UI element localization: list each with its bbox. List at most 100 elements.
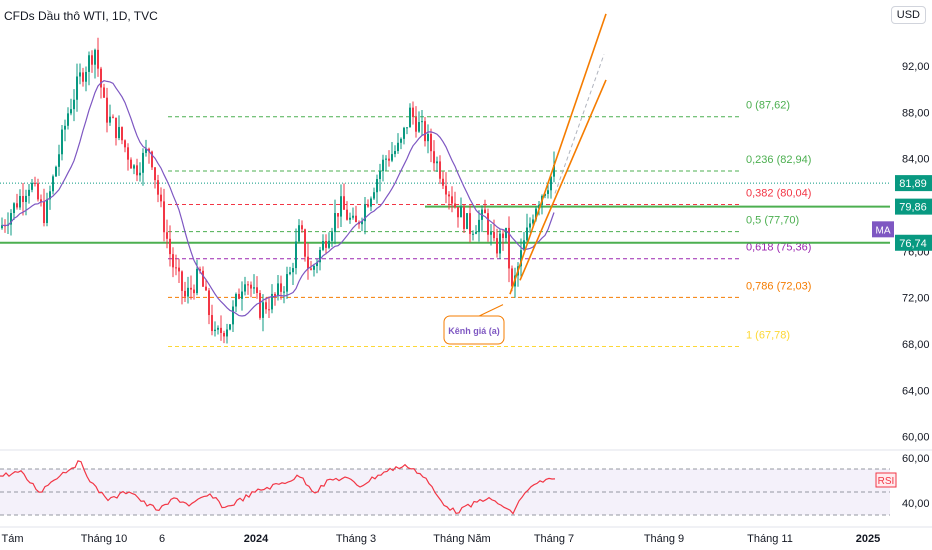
x-tick-label: g Tám	[0, 533, 23, 545]
candle-body	[532, 219, 534, 224]
annotation-box	[443, 315, 505, 345]
candle-body	[442, 178, 444, 186]
y-tick-label: 92,00	[902, 61, 930, 73]
price-badge-label: 81,89	[899, 178, 927, 190]
candle-body	[136, 165, 138, 176]
candle-body	[301, 225, 303, 230]
candle-body	[286, 274, 288, 292]
fib-label: 1 (67,78)	[746, 330, 790, 342]
price-badge	[895, 234, 932, 251]
candle-body	[265, 302, 267, 310]
candle-body	[448, 194, 450, 197]
candle-body	[490, 232, 492, 235]
candle-body	[376, 179, 378, 193]
candle-body	[394, 151, 396, 155]
channel-lower-line	[519, 79, 607, 281]
candle-body	[484, 209, 486, 214]
candle-body	[544, 193, 546, 196]
candle-body	[244, 284, 246, 292]
x-tick-label: Tháng 3	[336, 533, 376, 545]
candle-body	[430, 133, 432, 152]
candle-body	[502, 233, 504, 239]
candle-body	[475, 232, 477, 234]
candle-body	[400, 138, 402, 143]
ma-badge	[872, 221, 894, 238]
candle-body	[16, 203, 18, 208]
candle-body	[397, 142, 399, 152]
candle-body	[343, 196, 345, 210]
candle-body	[412, 107, 414, 118]
y-tick-label: 64,00	[902, 385, 930, 397]
candle-body	[466, 213, 468, 229]
candle-body	[193, 289, 195, 294]
candle-body	[76, 76, 78, 100]
price-badge	[895, 175, 932, 192]
candle-body	[367, 204, 369, 207]
candle-body	[73, 99, 75, 110]
y-tick-label: 88,00	[902, 107, 930, 119]
fib-label: 0,5 (77,70)	[746, 215, 799, 227]
y-tick-label: 84,00	[902, 154, 930, 166]
candle-body	[496, 238, 498, 254]
candle-body	[349, 217, 351, 220]
candle-body	[388, 158, 390, 161]
candle-body	[40, 199, 42, 202]
fib-label: 0,382 (80,04)	[746, 188, 811, 200]
rsi-tick-label: 40,00	[902, 498, 930, 510]
candle-body	[406, 127, 408, 129]
annotation-label: Kênh giá (a)	[448, 326, 500, 336]
candle-body	[91, 55, 93, 65]
candle-body	[226, 329, 228, 337]
candle-body	[361, 221, 363, 225]
candle-body	[46, 199, 48, 224]
candle-body	[115, 117, 117, 139]
candle-body	[310, 268, 312, 270]
candle-body	[43, 201, 45, 224]
x-tick-label: 2025	[856, 533, 880, 545]
candle-body	[79, 72, 81, 77]
candle-body	[97, 49, 99, 69]
candle-body	[463, 206, 465, 229]
candle-body	[52, 176, 54, 192]
candle-body	[421, 121, 423, 123]
candle-body	[370, 198, 372, 207]
candle-body	[100, 68, 102, 88]
candle-body	[223, 332, 225, 337]
rsi-tick-label-top: 60,00	[902, 453, 930, 465]
price-channel: Kênh giá (a)	[443, 13, 607, 345]
price-badge-label: 76,74	[899, 238, 927, 250]
candle-body	[529, 223, 531, 228]
candle-body	[28, 189, 30, 196]
candle-body	[283, 291, 285, 293]
candle-body	[130, 159, 132, 169]
candle-body	[511, 268, 513, 287]
candle-body	[274, 293, 276, 296]
candle-body	[550, 176, 552, 191]
candle-body	[214, 329, 216, 332]
candle-body	[250, 284, 252, 289]
candle-body	[304, 229, 306, 257]
x-tick-label: Tháng 7	[534, 533, 574, 545]
currency-button[interactable]: USD	[890, 6, 926, 24]
x-tick-label: 2024	[244, 533, 269, 545]
candle-body	[178, 267, 180, 272]
candle-body	[547, 190, 549, 194]
candle-body	[229, 324, 231, 330]
candle-body	[457, 207, 459, 218]
candle-body	[148, 148, 150, 152]
candle-body	[472, 233, 474, 235]
candle-body	[271, 293, 273, 310]
candle-body	[337, 213, 339, 217]
candle-body	[325, 241, 327, 248]
candle-body	[70, 109, 72, 114]
candle-body	[319, 249, 321, 263]
candle-body	[238, 293, 240, 299]
candle-body	[34, 182, 36, 184]
candle-body	[487, 213, 489, 235]
candle-body	[499, 233, 501, 254]
candle-body	[220, 327, 222, 333]
candle-body	[196, 268, 198, 294]
candle-body	[82, 72, 84, 82]
candle-body	[445, 185, 447, 195]
